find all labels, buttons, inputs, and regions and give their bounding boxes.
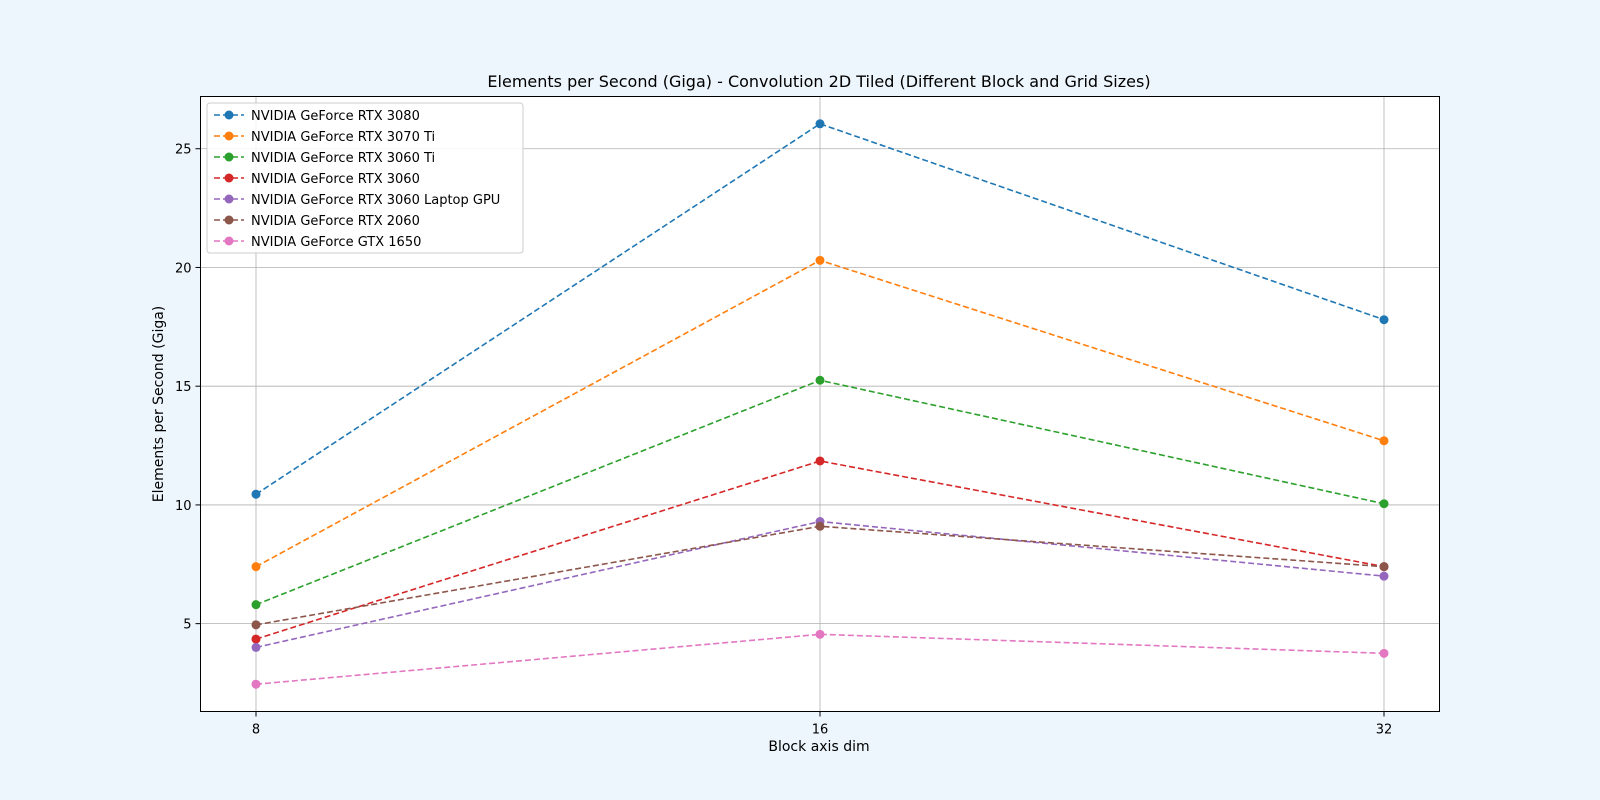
series-lines xyxy=(251,119,1389,689)
series-1 xyxy=(251,119,1389,499)
y-tick-label: 25 xyxy=(175,143,192,158)
data-point xyxy=(251,489,261,499)
data-point xyxy=(1379,562,1389,572)
series-line xyxy=(255,122,1385,495)
data-point xyxy=(1379,436,1389,446)
legend-marker xyxy=(224,215,234,225)
y-tick-label: 15 xyxy=(175,380,192,395)
data-point xyxy=(1379,499,1389,509)
x-axis-label: Block axis dim xyxy=(768,739,869,755)
data-point xyxy=(815,456,825,466)
x-tick-label: 16 xyxy=(812,723,829,738)
y-axis-ticks: 5 10 15 20 25 xyxy=(175,143,201,633)
data-point xyxy=(815,375,825,385)
data-point xyxy=(815,629,825,639)
data-point xyxy=(251,679,261,689)
data-point xyxy=(251,634,261,644)
legend: NVIDIA GeForce RTX 3080 NVIDIA GeForce RT… xyxy=(206,102,524,254)
data-point xyxy=(815,255,825,265)
series-7 xyxy=(251,629,1389,689)
legend-item: NVIDIA GeForce RTX 3070 Ti xyxy=(214,130,435,145)
legend-marker xyxy=(224,152,234,162)
legend-marker xyxy=(224,194,234,204)
data-point xyxy=(251,642,261,652)
series-line xyxy=(255,460,1385,640)
x-tick-label: 32 xyxy=(1376,723,1393,738)
legend-box xyxy=(206,102,524,254)
y-tick-label: 10 xyxy=(175,499,192,514)
data-point xyxy=(1379,315,1389,325)
x-axis-ticks: 8 16 32 xyxy=(252,711,1393,738)
legend-label: NVIDIA GeForce RTX 3060 Laptop GPU xyxy=(251,193,500,208)
legend-item: NVIDIA GeForce RTX 3060 Ti xyxy=(214,151,435,166)
legend-item: NVIDIA GeForce RTX 3060 Laptop GPU xyxy=(214,193,500,208)
chart-title: Elements per Second (Giga) - Convolution… xyxy=(487,72,1150,91)
data-point xyxy=(251,620,261,630)
legend-marker xyxy=(224,110,234,120)
y-tick-label: 20 xyxy=(175,261,192,276)
legend-item: NVIDIA GeForce RTX 3060 xyxy=(214,172,420,187)
legend-label: NVIDIA GeForce RTX 3070 Ti xyxy=(251,130,435,145)
data-point xyxy=(1379,571,1389,581)
legend-label: NVIDIA GeForce RTX 2060 xyxy=(251,214,420,229)
data-point xyxy=(815,119,825,129)
legend-label: NVIDIA GeForce GTX 1650 xyxy=(251,235,421,250)
data-point xyxy=(251,600,261,610)
legend-label: NVIDIA GeForce RTX 3080 xyxy=(251,109,420,124)
data-point xyxy=(1379,648,1389,658)
legend-marker xyxy=(224,131,234,141)
series-2 xyxy=(251,255,1389,572)
legend-label: NVIDIA GeForce RTX 3060 xyxy=(251,172,420,187)
data-point xyxy=(815,521,825,531)
y-axis-label: Elements per Second (Giga) xyxy=(151,306,167,503)
series-6 xyxy=(251,521,1389,630)
y-tick-label: 5 xyxy=(183,618,191,633)
data-point xyxy=(251,562,261,572)
legend-item: NVIDIA GeForce RTX 3080 xyxy=(214,109,420,124)
legend-marker xyxy=(224,173,234,183)
legend-item: NVIDIA GeForce GTX 1650 xyxy=(214,235,421,250)
legend-label: NVIDIA GeForce RTX 3060 Ti xyxy=(251,151,435,166)
legend-item: NVIDIA GeForce RTX 2060 xyxy=(214,214,420,229)
x-tick-label: 8 xyxy=(252,723,260,738)
legend-marker xyxy=(224,236,234,246)
series-3 xyxy=(251,375,1389,610)
